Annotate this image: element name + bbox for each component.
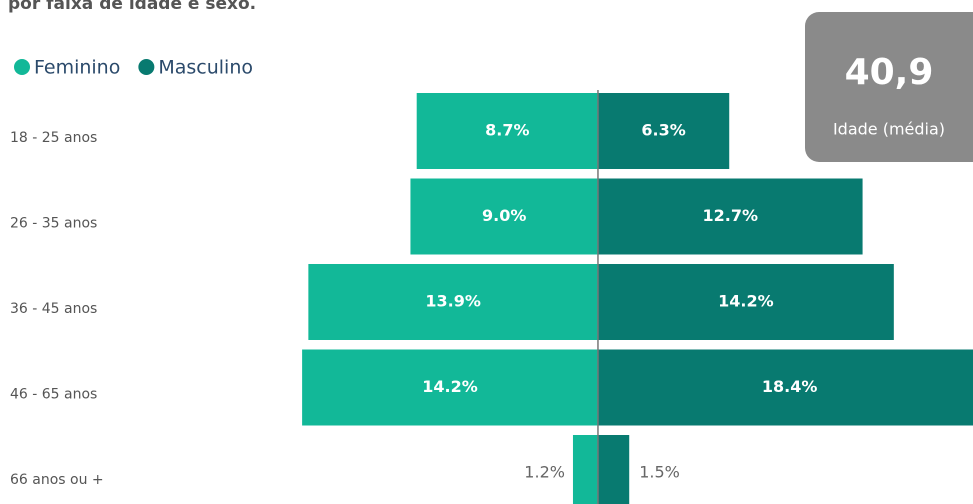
- category-label: 36 - 45 anos: [10, 301, 97, 317]
- category-label: 26 - 35 anos: [10, 216, 97, 232]
- category-label: 46 - 65 anos: [10, 387, 97, 403]
- legend-label: Feminino: [34, 57, 120, 79]
- value-label: 12.7%: [703, 206, 759, 225]
- bar: [597, 349, 973, 426]
- value-label: 6.3%: [641, 121, 685, 140]
- badge-box: [805, 12, 973, 162]
- value-label: 18.4%: [762, 377, 818, 396]
- value-label: 1.5%: [639, 463, 680, 482]
- bar: [597, 178, 863, 255]
- category-label: 66 anos ou +: [10, 472, 104, 488]
- badge-label: Idade (média): [833, 120, 945, 139]
- bar: [597, 264, 894, 340]
- category-label: 18 - 25 anos: [10, 130, 97, 146]
- badge: 40,9 Idade (média): [805, 12, 973, 162]
- value-label: 1.2%: [524, 463, 565, 482]
- legend-swatch: [138, 59, 155, 75]
- bar: [410, 178, 598, 255]
- value-label: 13.9%: [425, 292, 481, 311]
- bar: [416, 93, 598, 169]
- legend-swatch: [14, 59, 30, 75]
- value-label: 14.2%: [422, 377, 478, 396]
- value-label: 9.0%: [482, 206, 526, 225]
- value-label: 14.2%: [718, 292, 774, 311]
- legend-label: Masculino: [158, 57, 253, 79]
- badge-value: 40,9: [845, 52, 934, 93]
- bar: [597, 435, 630, 504]
- bar: [597, 93, 730, 169]
- bar: [302, 349, 598, 426]
- bar: [308, 264, 598, 340]
- value-label: 8.7%: [485, 121, 529, 140]
- chart-title: por faixa de idade e sexo.: [8, 0, 256, 14]
- bar: [572, 435, 598, 504]
